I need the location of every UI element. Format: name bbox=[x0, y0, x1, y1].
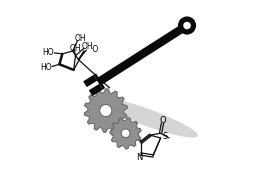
Polygon shape bbox=[109, 118, 140, 149]
Text: OH: OH bbox=[69, 44, 81, 53]
Polygon shape bbox=[83, 75, 97, 87]
Text: OH: OH bbox=[81, 42, 93, 51]
Circle shape bbox=[183, 22, 190, 29]
Polygon shape bbox=[93, 73, 105, 90]
Text: O: O bbox=[158, 115, 165, 125]
Text: S: S bbox=[162, 132, 167, 141]
Text: HO: HO bbox=[42, 48, 54, 57]
Circle shape bbox=[121, 129, 130, 138]
Text: HO: HO bbox=[40, 63, 51, 72]
Polygon shape bbox=[88, 84, 102, 96]
Polygon shape bbox=[96, 22, 188, 86]
Circle shape bbox=[177, 16, 195, 35]
Circle shape bbox=[99, 105, 111, 117]
Text: ·O: ·O bbox=[90, 45, 98, 54]
Text: OH: OH bbox=[75, 34, 86, 43]
Text: N: N bbox=[135, 153, 142, 162]
Polygon shape bbox=[84, 89, 127, 132]
Ellipse shape bbox=[94, 97, 197, 138]
